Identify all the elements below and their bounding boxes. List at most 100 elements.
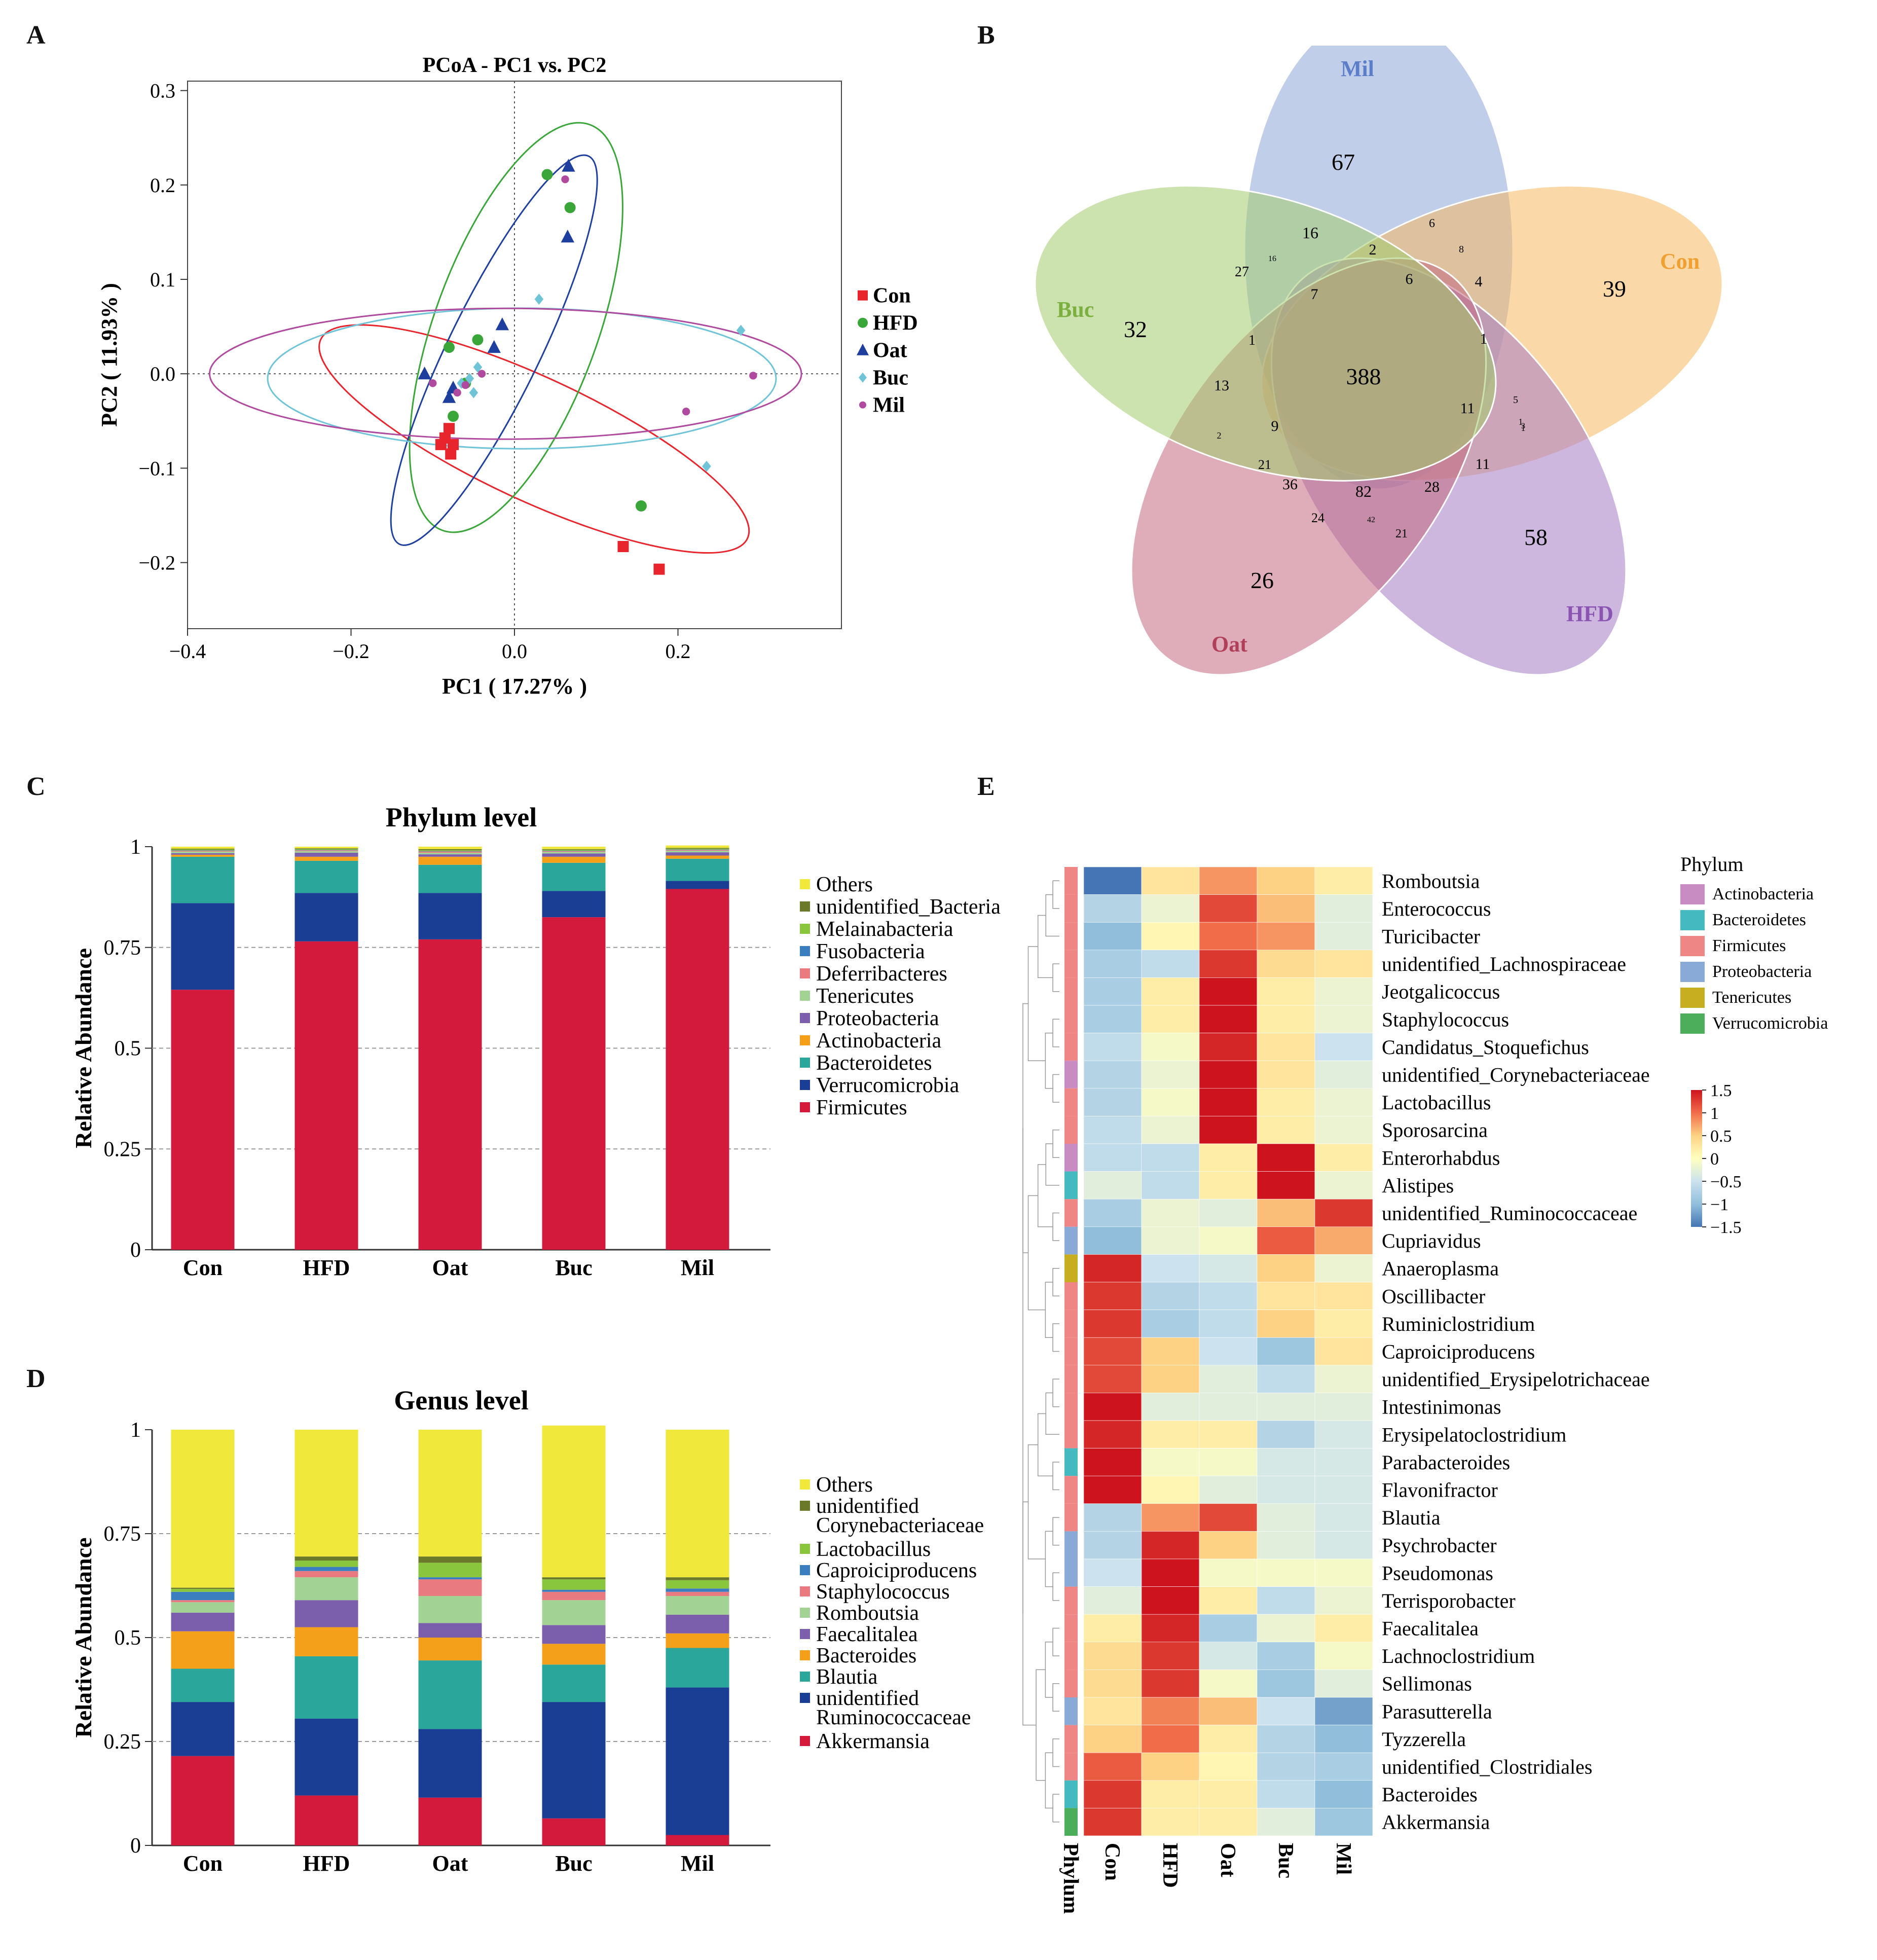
bar-segment-con xyxy=(171,1668,235,1702)
heatmap-cell xyxy=(1199,1614,1258,1643)
point-oat xyxy=(442,390,456,403)
phylum-strip-cell xyxy=(1064,977,1078,1005)
bar-segment-con xyxy=(171,1756,235,1845)
dendrogram-branch xyxy=(1045,1642,1053,1698)
point-oat xyxy=(562,159,575,172)
heatmap-row-label: Alistipes xyxy=(1382,1174,1454,1197)
heatmap-cell xyxy=(1257,1337,1315,1366)
heatmap-cell xyxy=(1141,1642,1200,1670)
heatmap-cell xyxy=(1199,1143,1258,1172)
legend-label-con: Con xyxy=(873,284,911,308)
phylum-strip-cell xyxy=(1064,1254,1078,1282)
phylum-strip-cell xyxy=(1064,1282,1078,1310)
legend-label-mil: Mil xyxy=(873,394,905,417)
legend-label: Melainabacteria xyxy=(816,918,953,941)
heatmap-cell xyxy=(1199,1171,1258,1200)
venn-diagram: Mil67Con39HFD58Oat26Buc32388162684627167… xyxy=(1034,46,1723,676)
legend-label: Firmicutes xyxy=(816,1096,907,1119)
heatmap-cell xyxy=(1083,1697,1142,1725)
bar-segment-oat xyxy=(418,851,482,852)
bar-segment-buc xyxy=(542,1644,606,1665)
bar-segment-con xyxy=(171,854,235,857)
venn-region-count: 28 xyxy=(1424,479,1440,495)
bar-segment-mil xyxy=(666,845,729,848)
bar-segment-con xyxy=(171,1430,235,1588)
heatmap-cell xyxy=(1199,866,1258,895)
legend-label: Akkermansia xyxy=(816,1730,930,1753)
heatmap-row-label: Parabacteroides xyxy=(1382,1451,1510,1474)
confidence-ellipse-hfd xyxy=(409,122,623,533)
legend-label-hfd: HFD xyxy=(873,312,918,335)
phylum-strip-cell xyxy=(1064,1171,1078,1200)
phylum-legend-swatch xyxy=(1680,884,1705,904)
phylum-strip-cell xyxy=(1064,1586,1078,1615)
bar-segment-mil xyxy=(666,1687,729,1835)
point-buc xyxy=(534,294,544,305)
heatmap-cell xyxy=(1199,1725,1258,1753)
heatmap-cell xyxy=(1083,1254,1142,1283)
phylum-strip-cell xyxy=(1064,1337,1078,1365)
heatmap-cell xyxy=(1199,1254,1258,1283)
venn-region-count: 6 xyxy=(1429,217,1435,230)
bar-segment-hfd xyxy=(295,1430,358,1557)
bar-segment-con xyxy=(171,847,235,849)
heatmap-cell xyxy=(1083,1642,1142,1670)
heatmap-cell xyxy=(1257,1725,1315,1753)
y-tick-label: 0.1 xyxy=(150,268,175,291)
bar-segment-con xyxy=(171,856,235,903)
heatmap-cell xyxy=(1083,1337,1142,1366)
legend-swatch xyxy=(800,1035,810,1045)
heatmap-row-label: Romboutsia xyxy=(1382,869,1480,892)
heatmap: Romboutsia Enterococcus Turicibacter uniden… xyxy=(1022,853,1828,1914)
heatmap-row-label: unidentified_Erysipelotrichaceae xyxy=(1382,1368,1650,1391)
heatmap-cell xyxy=(1199,1365,1258,1393)
heatmap-cell xyxy=(1083,1143,1142,1172)
heatmap-cell xyxy=(1199,1282,1258,1310)
heatmap-cell xyxy=(1314,1199,1373,1227)
heatmap-cell xyxy=(1199,1310,1258,1338)
heatmap-cell xyxy=(1199,1531,1258,1559)
point-mil xyxy=(453,388,461,397)
point-mil xyxy=(682,408,690,416)
bar-segment-hfd xyxy=(295,1560,358,1567)
phylum-legend-title: Phylum xyxy=(1680,853,1743,876)
y-tick-label: 0.3 xyxy=(150,80,175,102)
x-tick-label: Oat xyxy=(432,1851,468,1876)
legend-label: unidentified xyxy=(816,1687,919,1710)
phylum-legend-swatch xyxy=(1680,1013,1705,1034)
confidence-ellipse-mil xyxy=(209,307,802,440)
venn-label-mil: Mil xyxy=(1341,56,1374,81)
legend-swatch xyxy=(800,1672,810,1682)
y-axis-label: PC2 ( 11.93% ) xyxy=(97,283,122,427)
bar-segment-mil xyxy=(666,858,729,881)
heatmap-cell xyxy=(1257,1558,1315,1587)
colorbar-tick-label: −0.5 xyxy=(1710,1173,1742,1191)
phylum-legend-label: Proteobacteria xyxy=(1712,962,1812,981)
point-buc xyxy=(465,373,474,384)
heatmap-cell xyxy=(1083,1780,1142,1808)
bar-segment-hfd xyxy=(295,850,358,851)
heatmap-row-label: Staphylococcus xyxy=(1382,1008,1509,1031)
heatmap-cell xyxy=(1083,1614,1142,1643)
heatmap-row-label: unidentified_Clostridiales xyxy=(1382,1756,1593,1778)
legend-swatch xyxy=(800,946,810,956)
heatmap-cell xyxy=(1199,1088,1258,1116)
phylum-strip-cell xyxy=(1064,922,1078,950)
heatmap-cell xyxy=(1199,1199,1258,1227)
point-con xyxy=(444,423,455,434)
panel-label-a: A xyxy=(26,21,46,50)
heatmap-row-label: Lactobacillus xyxy=(1382,1091,1491,1114)
dendrogram-branch xyxy=(1052,1378,1059,1407)
legend-label: Faecalitalea xyxy=(816,1623,918,1646)
dendrogram-branch xyxy=(1045,894,1059,937)
heatmap-cell xyxy=(1141,1254,1200,1283)
heatmap-cell xyxy=(1314,1420,1373,1448)
y-tick-label: 0.5 xyxy=(115,1037,141,1061)
phylum-legend-swatch xyxy=(1680,910,1705,930)
dendrogram-branch xyxy=(1045,1752,1053,1809)
colorbar-tick-label: 1 xyxy=(1710,1104,1719,1123)
heatmap-column-label: Con xyxy=(1100,1843,1124,1881)
bar-segment-con xyxy=(171,850,235,851)
bar-segment-con xyxy=(171,903,235,990)
heatmap-row-label: unidentified_Corynebacteriaceae xyxy=(1382,1064,1650,1086)
